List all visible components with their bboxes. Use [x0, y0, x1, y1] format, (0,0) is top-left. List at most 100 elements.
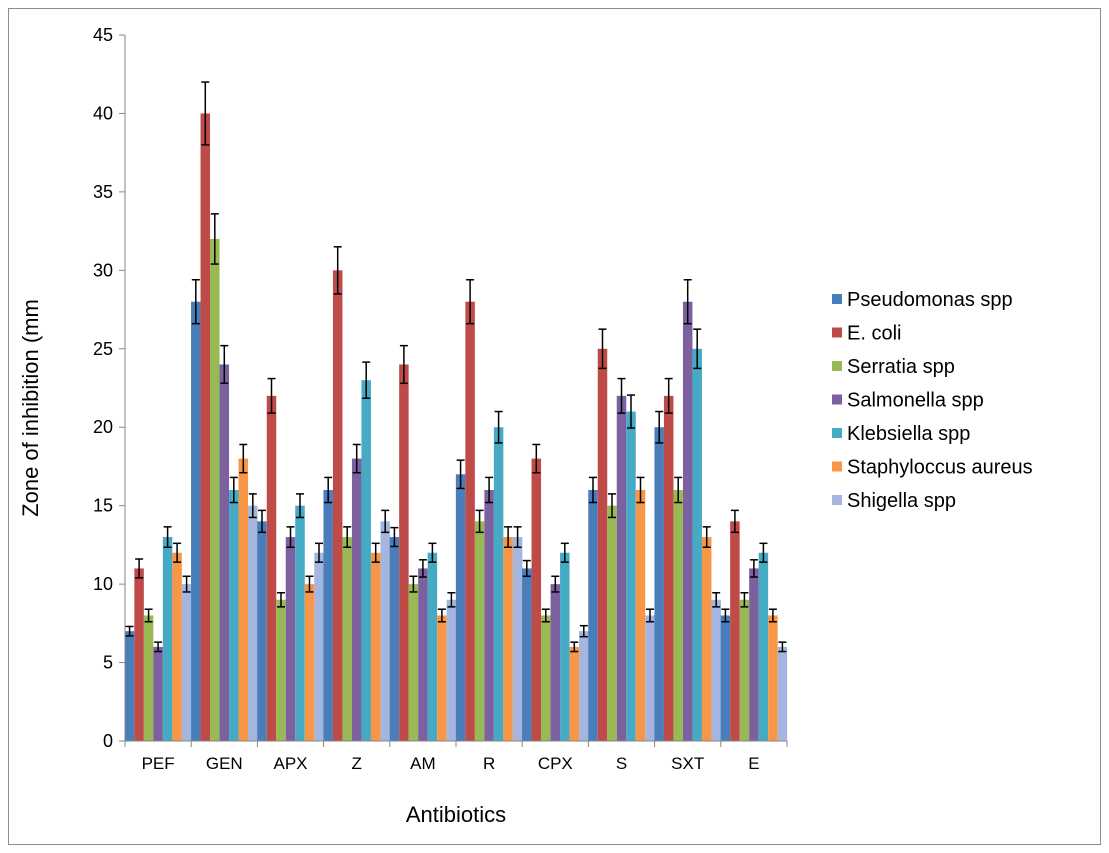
bar [682, 301, 693, 741]
bar [749, 568, 759, 741]
bar [777, 646, 788, 741]
bar [370, 552, 381, 741]
bar [295, 505, 305, 741]
y-tick-label: 30 [93, 260, 113, 280]
bar [701, 537, 712, 741]
x-category-label: S [616, 754, 627, 773]
x-category-label: CPX [538, 754, 573, 773]
legend-swatch [832, 361, 842, 371]
bar [162, 537, 173, 741]
legend-swatch [832, 428, 842, 438]
bar [332, 270, 343, 741]
legend-label: Serratia spp [847, 356, 955, 378]
bar [607, 505, 617, 741]
bar [550, 584, 561, 741]
bar [541, 615, 551, 741]
y-tick-label: 20 [93, 417, 113, 437]
bar [512, 537, 523, 741]
bar [758, 552, 769, 741]
bar [238, 458, 249, 741]
bar [266, 395, 277, 741]
bar [455, 474, 466, 741]
legend-label: Pseudomonas spp [847, 289, 1013, 311]
bar [380, 521, 390, 741]
bar [739, 599, 750, 741]
y-tick-label: 15 [93, 496, 113, 516]
bar [569, 646, 580, 741]
bar [626, 411, 636, 741]
x-category-label: PEF [142, 754, 175, 773]
bar [248, 505, 258, 741]
x-category-label: GEN [206, 754, 243, 773]
bar [493, 427, 504, 741]
bar [361, 380, 371, 741]
y-tick-label: 40 [93, 103, 113, 123]
y-tick-label: 25 [93, 339, 113, 359]
bar [597, 348, 608, 741]
bar [408, 584, 419, 741]
legend-label: Staphyloccus aureus [847, 457, 1033, 479]
legend-swatch [832, 327, 842, 338]
legend-label: Klebsiella spp [847, 423, 970, 445]
x-category-label: AM [410, 754, 436, 773]
bar [285, 537, 296, 741]
legend: Pseudomonas spp E. coli Serratia spp Salmon… [832, 289, 1033, 512]
bar [200, 113, 211, 741]
bar [654, 427, 664, 741]
bar [437, 615, 447, 741]
bar [143, 615, 154, 741]
bar [579, 631, 589, 741]
bar [191, 301, 201, 741]
y-ticks: 0 5 10 15 20 25 30 35 40 45 [93, 25, 125, 751]
bar [181, 584, 192, 741]
bar [720, 615, 731, 741]
bar [588, 489, 598, 741]
x-category-label: SXT [671, 754, 704, 773]
bar [314, 552, 324, 741]
bars-layer [124, 113, 788, 741]
bar [323, 489, 333, 741]
x-category-label: APX [273, 754, 307, 773]
bar [616, 395, 627, 741]
y-tick-label: 10 [93, 574, 113, 594]
bar [351, 458, 362, 741]
bar [153, 646, 163, 741]
bar [399, 364, 409, 741]
legend-swatch [832, 461, 842, 472]
bar [418, 568, 428, 741]
legend-label: Salmonella spp [847, 390, 984, 412]
bar [474, 521, 485, 741]
bar [768, 615, 778, 741]
legend-label: Shigella spp [847, 490, 956, 512]
bar [124, 631, 135, 741]
bar [531, 458, 542, 741]
bar [304, 584, 315, 741]
error-bars-layer [125, 81, 787, 653]
bar [389, 537, 400, 741]
y-tick-label: 0 [103, 731, 113, 751]
bar [635, 489, 646, 741]
bar [560, 552, 570, 741]
y-tick-label: 5 [103, 653, 113, 673]
y-axis-title: Zone of inhibition (mm [18, 299, 43, 517]
bar [427, 552, 438, 741]
bar [673, 489, 683, 741]
bar [465, 301, 475, 741]
x-axis-title: Antibiotics [406, 802, 506, 827]
bar [229, 489, 239, 741]
bar [210, 238, 220, 741]
legend-label: E. coli [847, 323, 901, 345]
bar [446, 599, 457, 741]
bar [134, 568, 144, 741]
bar [276, 599, 286, 741]
bar [342, 537, 352, 741]
bar [663, 395, 674, 741]
bar [503, 537, 513, 741]
y-tick-label: 35 [93, 182, 113, 202]
legend-swatch [832, 495, 842, 505]
bar [219, 364, 230, 741]
x-ticks: PEF GEN APX Z AM R CPX S SXT E [124, 741, 788, 773]
bar [172, 552, 182, 741]
x-category-label: Z [352, 754, 362, 773]
